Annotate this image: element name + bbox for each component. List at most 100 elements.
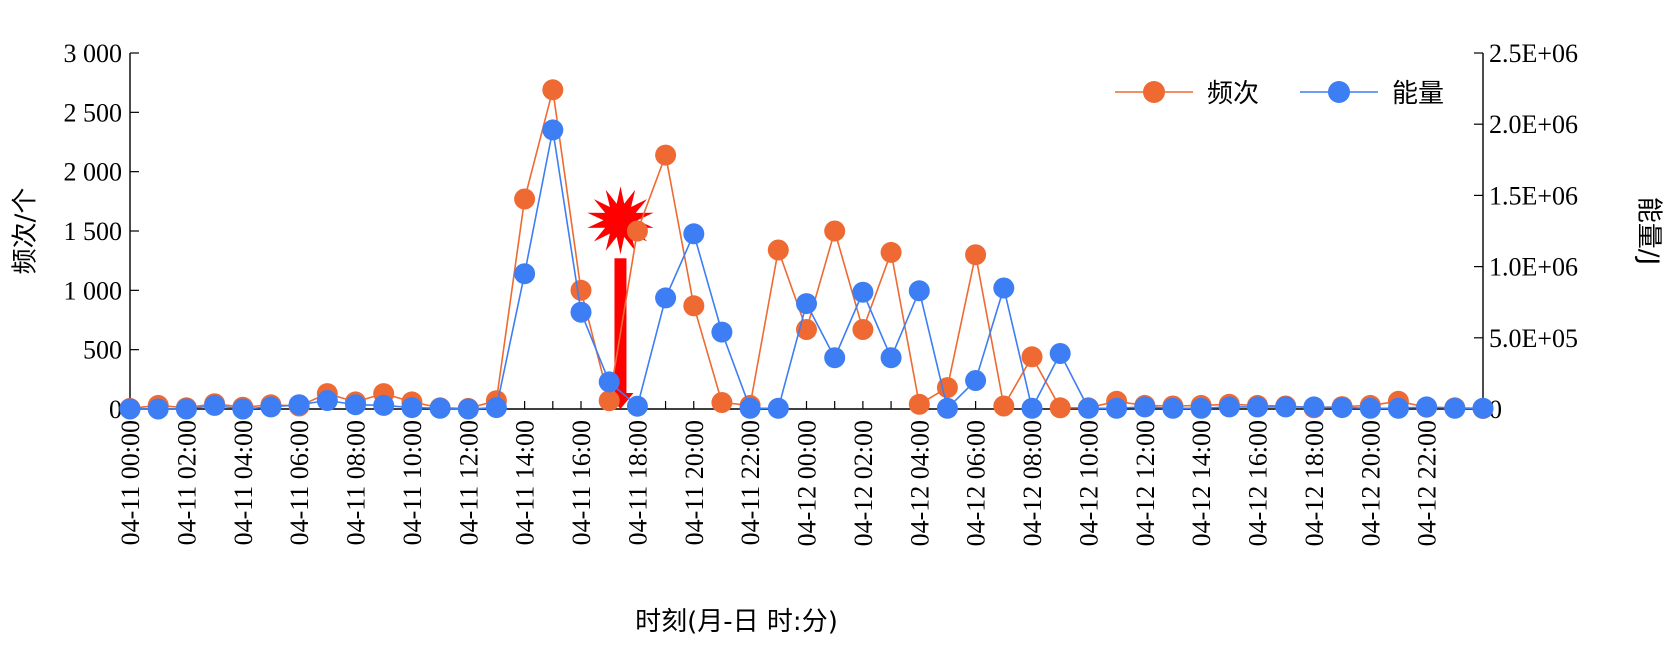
y-left-tick-label: 1 000 bbox=[64, 276, 123, 305]
y-right-axis-title: 能量/J bbox=[1634, 197, 1664, 265]
y-left-tick-label: 2 500 bbox=[64, 98, 123, 127]
data-point bbox=[767, 397, 789, 419]
data-point bbox=[936, 377, 958, 399]
data-point bbox=[485, 397, 507, 419]
data-point bbox=[936, 397, 958, 419]
y-left-tick-label: 500 bbox=[83, 336, 122, 365]
series-layer bbox=[119, 79, 1494, 420]
x-tick-label: 04-11 18:00 bbox=[623, 420, 652, 545]
legend-label: 频次 bbox=[1207, 79, 1259, 109]
x-tick-label: 04-11 20:00 bbox=[680, 420, 709, 545]
data-point bbox=[1275, 396, 1297, 418]
data-point bbox=[119, 398, 141, 420]
series-energy bbox=[119, 119, 1494, 420]
y-right-tick-label: 0 bbox=[1489, 395, 1502, 424]
data-point bbox=[232, 398, 254, 420]
x-tick-label: 04-12 04:00 bbox=[905, 420, 934, 546]
data-point bbox=[345, 394, 366, 416]
data-point bbox=[993, 277, 1015, 299]
x-tick-label: 04-11 06:00 bbox=[285, 420, 314, 545]
x-tick-label: 04-11 16:00 bbox=[567, 420, 596, 545]
legend-marker bbox=[1328, 81, 1350, 103]
data-point bbox=[683, 223, 705, 245]
data-point bbox=[626, 220, 648, 242]
data-point bbox=[655, 144, 677, 166]
y-right-tick-label: 1.0E+06 bbox=[1489, 253, 1578, 282]
data-point bbox=[542, 79, 564, 101]
data-point bbox=[993, 395, 1015, 417]
data-point bbox=[401, 397, 423, 419]
data-point bbox=[598, 371, 620, 393]
data-point bbox=[316, 390, 338, 411]
data-point bbox=[626, 395, 648, 417]
data-point bbox=[570, 279, 592, 301]
legend-label: 能量 bbox=[1392, 79, 1444, 109]
data-point bbox=[908, 280, 930, 302]
data-point bbox=[598, 390, 620, 412]
data-point bbox=[1387, 397, 1409, 419]
data-point bbox=[1021, 397, 1043, 419]
data-point bbox=[1416, 396, 1438, 418]
data-point bbox=[1134, 396, 1156, 418]
data-point bbox=[739, 397, 761, 419]
x-tick-label: 04-11 10:00 bbox=[398, 420, 427, 545]
data-point bbox=[1247, 396, 1268, 418]
arrow-shaft bbox=[614, 258, 627, 395]
y-right-tick-label: 1.5E+06 bbox=[1489, 181, 1578, 210]
data-point bbox=[1077, 397, 1099, 419]
x-tick-label: 04-11 02:00 bbox=[172, 420, 201, 545]
x-tick-label: 04-12 16:00 bbox=[1244, 420, 1273, 546]
data-point bbox=[655, 287, 677, 309]
x-tick-label: 04-12 18:00 bbox=[1300, 420, 1329, 546]
x-tick-label: 04-11 12:00 bbox=[454, 420, 483, 545]
data-point bbox=[204, 394, 226, 416]
data-point bbox=[1218, 396, 1240, 418]
data-point bbox=[514, 188, 536, 210]
y-left-axis-title: 频次/个 bbox=[11, 188, 41, 275]
x-tick-label: 04-12 02:00 bbox=[849, 420, 878, 546]
data-point bbox=[880, 347, 902, 369]
x-tick-label: 04-12 10:00 bbox=[1074, 420, 1103, 546]
data-point bbox=[429, 397, 451, 419]
series-line bbox=[130, 129, 1483, 411]
axes-layer: 0 500 1 000 1 500 2 000 2 500 3 000 0 5.0E+05 1.0… bbox=[64, 39, 1579, 546]
data-point bbox=[175, 398, 197, 420]
y-right-tick-label: 5.0E+05 bbox=[1489, 324, 1578, 353]
data-point bbox=[1359, 397, 1381, 419]
data-point bbox=[1049, 343, 1071, 364]
x-tick-label: 04-11 00:00 bbox=[116, 420, 145, 545]
x-tick-label: 04-12 22:00 bbox=[1413, 420, 1442, 546]
x-tick-label: 04-12 08:00 bbox=[1018, 420, 1047, 546]
data-point bbox=[1303, 396, 1325, 418]
data-point bbox=[1472, 397, 1494, 419]
legend-marker bbox=[1143, 81, 1165, 103]
data-point bbox=[457, 398, 479, 420]
legend: 频次 能量 bbox=[1115, 79, 1444, 109]
y-left-tick-label: 2 000 bbox=[64, 158, 123, 187]
data-point bbox=[965, 244, 987, 266]
explosion-burst-icon bbox=[587, 186, 654, 255]
x-tick-label: 04-12 12:00 bbox=[1131, 420, 1160, 546]
data-point bbox=[1106, 397, 1128, 419]
x-tick-label: 04-11 08:00 bbox=[342, 420, 371, 545]
x-tick-label: 04-11 22:00 bbox=[736, 420, 765, 545]
y-left-tick-label: 0 bbox=[109, 395, 122, 424]
data-point bbox=[852, 281, 874, 303]
x-axis-title: 时刻(月-日 时:分) bbox=[635, 607, 838, 637]
data-point bbox=[767, 239, 789, 261]
x-tick-label: 04-12 14:00 bbox=[1187, 420, 1216, 546]
x-tick-label: 04-12 20:00 bbox=[1356, 420, 1385, 546]
data-point bbox=[147, 398, 169, 420]
y-left-tick-label: 3 000 bbox=[64, 39, 123, 68]
data-point bbox=[796, 293, 817, 315]
x-tick-label: 04-12 00:00 bbox=[793, 420, 822, 546]
data-point bbox=[711, 321, 733, 343]
data-point bbox=[711, 392, 733, 413]
data-point bbox=[1444, 397, 1466, 419]
data-point bbox=[1162, 397, 1184, 419]
data-point bbox=[542, 119, 564, 141]
data-point bbox=[1021, 346, 1043, 368]
data-point bbox=[824, 347, 846, 369]
